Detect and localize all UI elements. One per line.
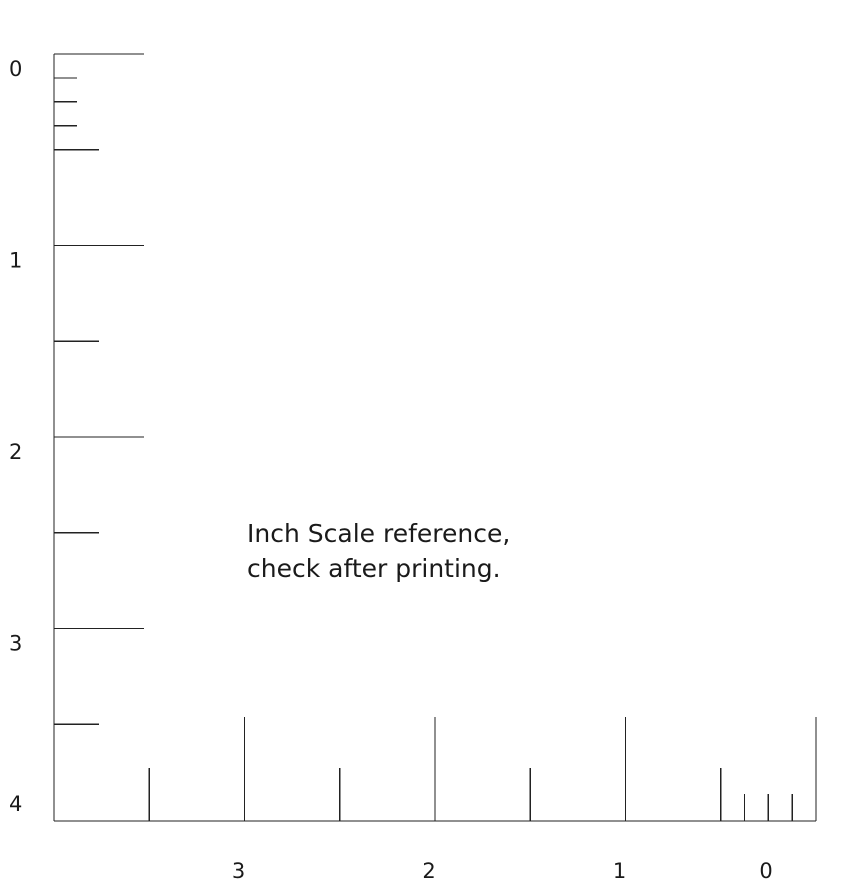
scale-note-line-1: Inch Scale reference, bbox=[247, 519, 511, 548]
scale-note-line-2: check after printing. bbox=[247, 554, 501, 583]
horizontal-scale-label: 2 bbox=[422, 859, 435, 883]
vertical-scale-label: 0 bbox=[9, 57, 22, 81]
vertical-ruler: 0 1 2 3 4 bbox=[9, 53, 144, 821]
scale-note: Inch Scale reference, check after printi… bbox=[247, 516, 510, 586]
horizontal-scale-label: 0 bbox=[759, 859, 772, 883]
vertical-scale-label: 2 bbox=[9, 440, 22, 464]
vertical-scale-label: 1 bbox=[9, 249, 22, 273]
vertical-scale-label: 4 bbox=[9, 792, 22, 816]
vertical-scale-label: 3 bbox=[9, 632, 22, 656]
horizontal-scale-label: 3 bbox=[232, 859, 245, 883]
horizontal-ruler: 3 2 1 0 bbox=[53, 717, 817, 883]
horizontal-scale-label: 1 bbox=[613, 859, 626, 883]
